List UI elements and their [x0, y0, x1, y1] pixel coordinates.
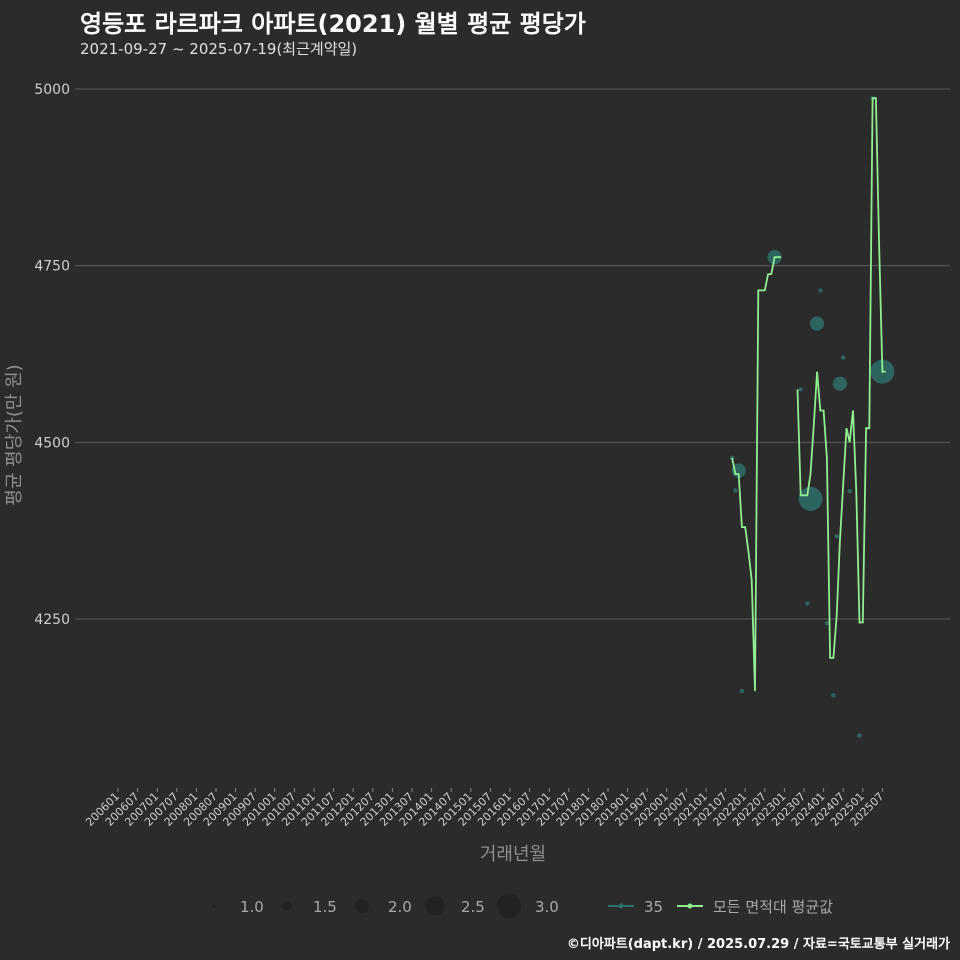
chart-title: 영등포 라르파크 아파트(2021) 월별 평균 평당가 [80, 10, 586, 38]
area-35-point [834, 534, 839, 539]
legend: 1.0 1.5 2.0 2.5 3.0 35 모든 면적대 평균값 [211, 894, 833, 918]
area-35-point [841, 355, 846, 360]
area-35-point [798, 486, 823, 511]
y-tick-label: 4750 [34, 259, 70, 275]
legend-size-label: 2.0 [388, 898, 412, 916]
legend-35-label: 35 [644, 898, 663, 916]
area-35-point [847, 488, 852, 494]
legend-size-point [425, 896, 445, 916]
area-35-point [739, 688, 745, 694]
y-axis-label: 평균 평당가(만 원) [4, 364, 25, 505]
legend-size-label: 1.0 [240, 898, 264, 916]
legend-size-point [497, 894, 521, 918]
area-35-point [831, 693, 836, 698]
x-axis-label: 거래년월 [480, 844, 546, 865]
area-35-point [805, 601, 810, 606]
source-caption: ©디아파트(dapt.kr) / 2025.07.29 / 자료=국토교통부 실… [566, 937, 950, 952]
area-35-point [857, 733, 862, 738]
y-tick-label: 5000 [34, 82, 70, 98]
legend-average-label: 모든 면적대 평균값 [713, 898, 833, 916]
chart-subtitle: 2021-09-27 ~ 2025-07-19(최근계약일) [80, 40, 358, 58]
grid-lines [75, 88, 950, 620]
y-tick-label: 4500 [34, 435, 70, 451]
area-35-point [818, 288, 823, 293]
legend-size-point [282, 901, 292, 911]
legend-size-label: 1.5 [313, 898, 337, 916]
area-35-point [809, 316, 825, 331]
legend-35-dot [618, 903, 624, 909]
average-line-segment [731, 256, 782, 692]
legend-size-label: 2.5 [461, 898, 485, 916]
y-axis-ticks: 4250 4500 4750 5000 [34, 82, 70, 628]
area-35-point [824, 621, 830, 626]
legend-size-point [354, 898, 370, 914]
area-35-point [798, 387, 803, 392]
average-line [731, 97, 886, 692]
area-35-point [832, 376, 848, 391]
legend-size-point [211, 903, 217, 909]
legend-average-dot [687, 903, 693, 909]
y-tick-label: 4250 [34, 612, 70, 628]
area-35-point [733, 488, 738, 493]
x-axis-ticks: 2006012006072007012007072008012008072009… [83, 788, 887, 829]
legend-size-label: 3.0 [535, 898, 559, 916]
average-line-segment [796, 97, 886, 659]
